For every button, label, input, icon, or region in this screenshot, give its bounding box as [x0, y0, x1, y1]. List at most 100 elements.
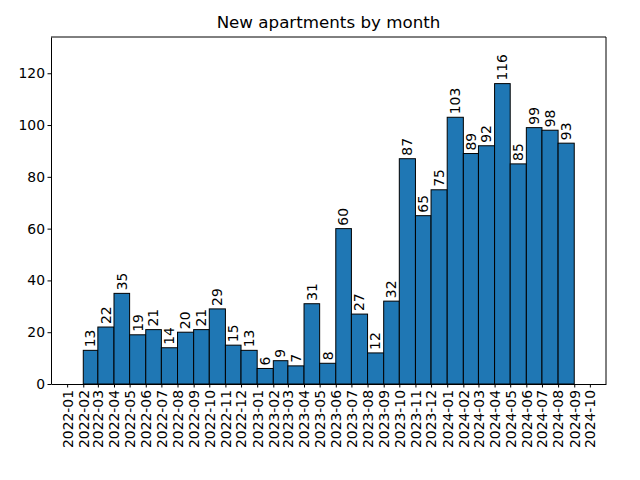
x-tick-mark — [399, 384, 400, 388]
y-tick-label: 20 — [27, 324, 45, 340]
data-label: 12 — [367, 332, 383, 350]
y-tick-mark — [48, 280, 52, 281]
data-label: 75 — [431, 169, 447, 187]
bars — [83, 84, 574, 384]
x-tick: 2022-06 — [138, 384, 154, 448]
y-tick: 60 — [27, 221, 51, 237]
x-tick-label: 2022-07 — [154, 390, 170, 448]
y-tick-label: 120 — [18, 65, 45, 81]
bar — [83, 350, 98, 384]
x-tick-label: 2022-01 — [60, 390, 76, 448]
x-tick-label: 2023-01 — [250, 390, 266, 448]
x-tick-label: 2024-10 — [582, 390, 598, 448]
y-tick-label: 60 — [27, 221, 45, 237]
x-tick-label: 2024-04 — [487, 390, 503, 448]
x-tick-label: 2024-08 — [550, 390, 566, 448]
x-tick-label: 2022-12 — [233, 390, 249, 448]
data-label: 9 — [272, 349, 288, 358]
x-tick-label: 2023-06 — [328, 390, 344, 448]
data-label: 31 — [304, 283, 320, 301]
x-tick-mark — [320, 384, 321, 388]
x-tick-mark — [463, 384, 464, 388]
bar — [130, 335, 146, 384]
data-label: 8 — [320, 351, 336, 360]
y-tick-mark — [48, 177, 52, 178]
bar — [209, 309, 225, 384]
data-label: 6 — [257, 357, 273, 366]
data-label: 103 — [447, 88, 463, 115]
x-tick: 2023-06 — [328, 384, 344, 448]
bar — [463, 154, 478, 384]
x-tick-label: 2022-06 — [138, 390, 154, 448]
data-label: 13 — [241, 330, 257, 348]
data-label: 92 — [478, 125, 494, 143]
x-tick-mark — [558, 384, 559, 388]
y-tick-label: 100 — [18, 117, 45, 133]
data-label: 22 — [98, 306, 114, 324]
bar — [257, 368, 273, 384]
y-tick-label: 80 — [27, 169, 45, 185]
bar — [526, 128, 542, 384]
x-tick-mark — [368, 384, 369, 388]
bar — [161, 348, 177, 384]
x-tick: 2023-09 — [376, 384, 392, 448]
data-label: 89 — [463, 133, 479, 151]
x-tick: 2024-03 — [471, 384, 487, 448]
x-tick: 2022-07 — [154, 384, 170, 448]
x-tick: 2024-05 — [503, 384, 519, 448]
y-tick-mark — [48, 384, 52, 385]
x-tick-mark — [288, 384, 289, 388]
data-label: 93 — [558, 122, 574, 140]
x-tick-mark — [336, 384, 337, 388]
bar — [194, 330, 210, 384]
x-tick-mark — [161, 384, 162, 388]
chart: 1322351921142021291513697318602712328765… — [0, 0, 640, 480]
x-tick: 2024-01 — [440, 384, 456, 448]
bar — [558, 143, 574, 384]
x-tick-mark — [384, 384, 385, 388]
y-tick-label: 40 — [27, 272, 45, 288]
x-tick: 2022-11 — [218, 384, 234, 448]
x-tick: 2023-12 — [423, 384, 439, 448]
x-tick-label: 2023-08 — [360, 390, 376, 448]
data-label: 7 — [288, 354, 304, 363]
frame-top — [51, 37, 606, 38]
data-label: 85 — [510, 143, 526, 161]
x-tick-mark — [114, 384, 115, 388]
x-tick-label: 2023-12 — [423, 390, 439, 448]
x-tick: 2022-09 — [186, 384, 202, 448]
x-tick-mark — [67, 384, 68, 388]
bar — [225, 345, 241, 384]
x-tick-mark — [225, 384, 226, 388]
x-tick-label: 2022-04 — [106, 390, 122, 448]
x-tick: 2023-11 — [408, 384, 424, 448]
x-tick: 2024-08 — [550, 384, 566, 448]
bar — [478, 146, 494, 384]
bar — [178, 332, 194, 384]
data-label: 13 — [82, 330, 98, 348]
bar — [351, 314, 367, 384]
data-label: 21 — [193, 309, 209, 327]
x-tick-mark — [304, 384, 305, 388]
y-tick: 100 — [18, 117, 51, 133]
data-label: 15 — [225, 324, 241, 342]
y-tick-mark — [48, 229, 52, 230]
x-tick-label: 2022-05 — [122, 390, 138, 448]
y-axis: 0 20 40 60 80 100 120 — [18, 38, 51, 392]
x-tick: 2023-03 — [280, 384, 296, 448]
x-tick: 2022-04 — [106, 384, 122, 448]
data-label: 99 — [526, 107, 542, 125]
y-tick-mark — [48, 332, 52, 333]
y-tick-mark — [48, 73, 52, 74]
data-label: 87 — [399, 138, 415, 156]
data-label: 32 — [383, 280, 399, 298]
bar — [415, 216, 431, 384]
data-label: 27 — [351, 293, 367, 311]
bar — [146, 330, 162, 384]
data-label: 60 — [335, 208, 351, 226]
y-axis-line — [51, 38, 52, 385]
x-tick-label: 2024-09 — [567, 390, 583, 448]
x-tick-mark — [542, 384, 543, 388]
x-tick-mark — [98, 384, 99, 388]
y-tick: 0 — [36, 376, 51, 392]
